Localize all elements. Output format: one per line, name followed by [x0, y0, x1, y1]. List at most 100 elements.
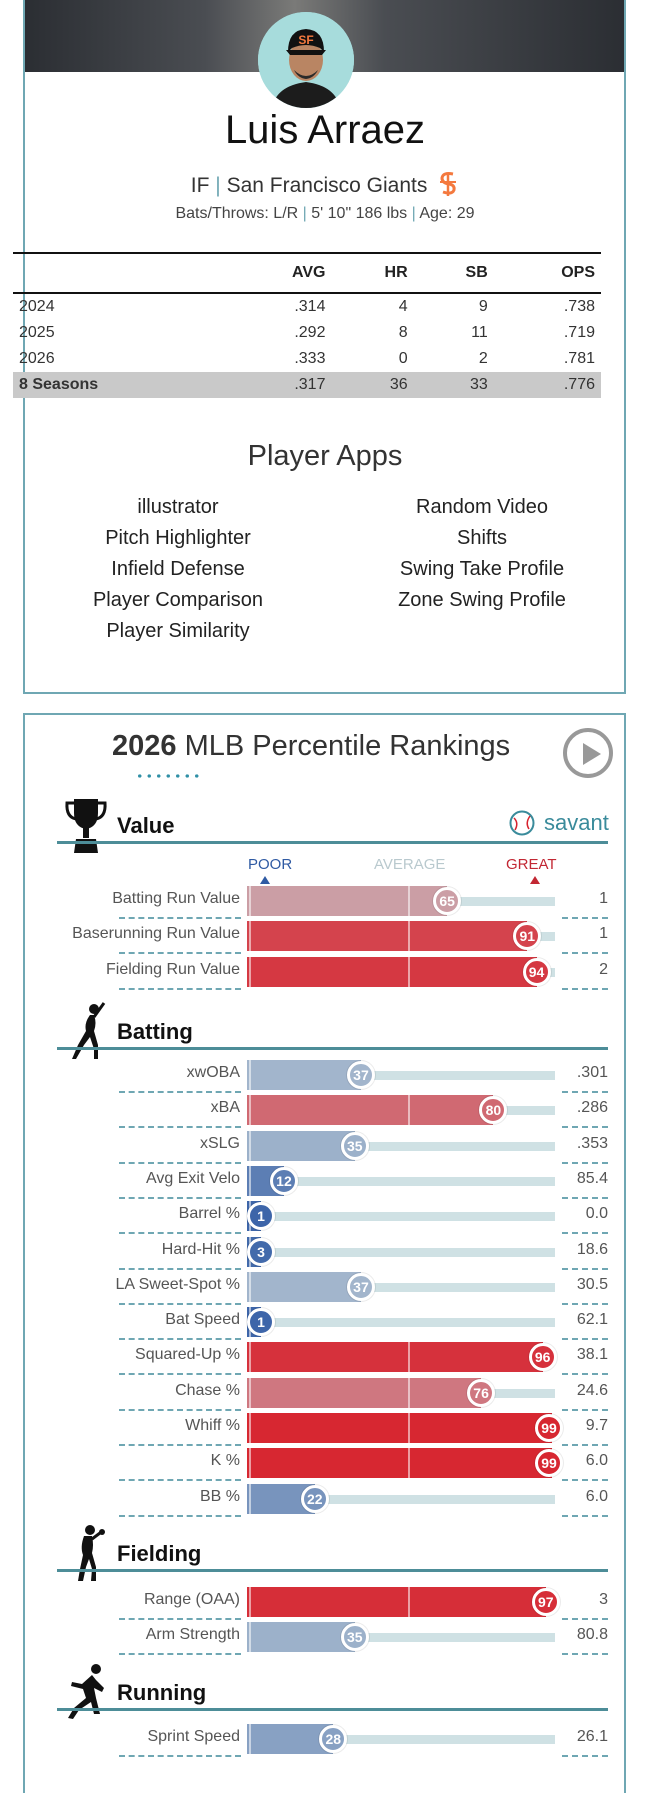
app-link-player-comparison[interactable]: Player Comparison [92, 589, 264, 611]
metric-row-bb[interactable]: BB % 22 6.0 [0, 1482, 650, 1517]
ops-cell: .776 [493, 372, 601, 398]
percentile-bubble[interactable]: 3 [247, 1237, 275, 1266]
metric-row-arm-strength[interactable]: Arm Strength 35 80.8 [0, 1620, 650, 1656]
metric-label: xwOBA [186, 1064, 240, 1081]
percentile-bubble[interactable]: 1 [247, 1202, 275, 1231]
app-link-player-similarity[interactable]: Player Similarity [106, 620, 250, 642]
percentile-track [247, 1318, 555, 1328]
percentile-bubble[interactable]: 76 [467, 1378, 496, 1407]
percentile-bar [247, 1060, 361, 1090]
percentile-bubble[interactable]: 91 [513, 922, 542, 951]
percentile-bubble[interactable]: 80 [479, 1096, 508, 1125]
percentile-bubble[interactable]: 96 [528, 1343, 557, 1372]
dashed-leader [562, 1373, 608, 1376]
percentile-bubble[interactable]: 99 [535, 1414, 563, 1442]
bar-start-line [249, 1342, 251, 1373]
player-team[interactable]: San Francisco Giants [226, 174, 428, 197]
dashed-leader [562, 1161, 608, 1164]
percentile-bubble[interactable]: 35 [340, 1131, 369, 1160]
stats-header-sb: SB [413, 252, 494, 294]
percentile-bar [247, 956, 537, 987]
separator: | [411, 205, 416, 222]
metric-row-k[interactable]: K % 99 6.0 [0, 1446, 650, 1482]
dashed-leader [119, 1267, 241, 1270]
metric-value: 1 [599, 925, 608, 943]
metric-row-xba[interactable]: xBA 80 .286 [0, 1093, 650, 1129]
metric-row-batting-run-value[interactable]: Batting Run Value 65 1 [0, 884, 650, 919]
metric-row-avg-exit-velo[interactable]: Avg Exit Velo 12 85.4 [0, 1164, 650, 1199]
percentile-bubble[interactable]: 22 [300, 1484, 329, 1513]
dashed-leader [119, 1196, 241, 1199]
player-apps-title: Player Apps [247, 440, 403, 472]
dashed-leader [562, 1618, 608, 1620]
metric-row-chase[interactable]: Chase % 76 24.6 [0, 1376, 650, 1411]
dashed-leader [119, 1373, 241, 1376]
ops-cell: .781 [563, 350, 595, 367]
percentile-bubble[interactable]: 1 [247, 1308, 275, 1337]
percentile-bubble[interactable]: 12 [269, 1166, 298, 1195]
season-cell: 8 Seasons [13, 372, 225, 398]
app-link-shifts[interactable]: Shifts [456, 527, 508, 549]
stats-header-hr: HR [331, 252, 414, 294]
metric-value: 30.5 [576, 1275, 608, 1293]
metric-value: 9.7 [585, 1417, 608, 1434]
carousel-dots[interactable] [135, 774, 201, 778]
play-button[interactable] [563, 728, 613, 778]
bar-start-line [249, 1483, 251, 1514]
app-link-random-video[interactable]: Random Video [416, 496, 548, 518]
percentile-bubble[interactable]: 37 [346, 1061, 375, 1089]
metric-row-fielding-run-value[interactable]: Fielding Run Value 94 2 [0, 955, 650, 990]
great-marker-icon [530, 876, 540, 884]
percentile-bubble[interactable]: 37 [346, 1272, 375, 1301]
metric-value: .353 [576, 1134, 608, 1152]
hr-cell: 0 [398, 350, 408, 367]
runner-icon-graphic [68, 1664, 104, 1719]
app-link-infield-defense[interactable]: Infield Defense [111, 558, 245, 580]
fielder-icon-graphic [78, 1525, 105, 1581]
average-line [408, 1377, 410, 1408]
season-cell: 2024 [19, 298, 55, 315]
percentile-track [247, 1247, 555, 1257]
bar-start-line [249, 1271, 251, 1302]
average-line [408, 1095, 410, 1126]
rankings-title: 2026 MLB Percentile Rankings [112, 730, 510, 763]
savant-logo[interactable]: savant [544, 810, 609, 835]
percentile-bubble[interactable]: 65 [433, 887, 462, 915]
app-link-zone-swing-profile[interactable]: Zone Swing Profile [398, 589, 566, 611]
metric-row-whiff[interactable]: Whiff % 99 9.7 [0, 1411, 650, 1446]
metric-row-squared-up[interactable]: Squared-Up % 96 38.1 [0, 1340, 650, 1376]
metric-row-bat-speed[interactable]: Bat Speed 1 62.1 [0, 1305, 650, 1341]
bar-start-line [249, 1724, 251, 1754]
dashed-leader [562, 987, 608, 990]
metric-value: 6.0 [585, 1452, 608, 1470]
metric-row-range-oaa[interactable]: Range (OAA) 97 3 [0, 1585, 650, 1620]
percentile-bar [247, 1130, 355, 1161]
stats-header-season [13, 252, 225, 294]
metric-row-sprint-speed[interactable]: Sprint Speed 28 26.1 [0, 1722, 650, 1757]
average-line [408, 921, 410, 952]
metric-row-xwoba[interactable]: xwOBA 37 .301 [0, 1058, 650, 1093]
dashed-leader [562, 1267, 608, 1270]
metric-row-hard-hit[interactable]: Hard-Hit % 3 18.6 [0, 1235, 650, 1270]
percentile-bubble[interactable]: 35 [340, 1623, 369, 1652]
dashed-leader [562, 952, 608, 955]
percentile-bar [247, 886, 448, 916]
metric-row-barrel[interactable]: Barrel % 1 0.0 [0, 1199, 650, 1235]
batter-icon-graphic [72, 1002, 106, 1059]
bar-start-line [249, 1060, 251, 1090]
bar-start-line [249, 1377, 251, 1408]
percentile-bubble[interactable]: 28 [319, 1725, 348, 1753]
percentile-bubble[interactable]: 94 [522, 957, 551, 986]
app-link-illustrator[interactable]: illustrator [137, 496, 219, 518]
section-title-fielding: Fielding [117, 1541, 202, 1566]
average-line [408, 1413, 410, 1443]
app-link-swing-take-profile[interactable]: Swing Take Profile [399, 558, 565, 580]
bar-start-line [249, 1165, 251, 1196]
percentile-bubble[interactable]: 97 [531, 1588, 560, 1616]
metric-row-xslg[interactable]: xSLG 35 .353 [0, 1129, 650, 1164]
app-link-pitch-highlighter[interactable]: Pitch Highlighter [105, 527, 251, 549]
metric-row-la-sweet-spot[interactable]: LA Sweet-Spot % 37 30.5 [0, 1270, 650, 1305]
percentile-bubble[interactable]: 99 [535, 1449, 563, 1478]
metric-row-baserunning-run-value[interactable]: Baserunning Run Value 91 1 [0, 919, 650, 955]
dashed-leader [119, 1302, 241, 1305]
